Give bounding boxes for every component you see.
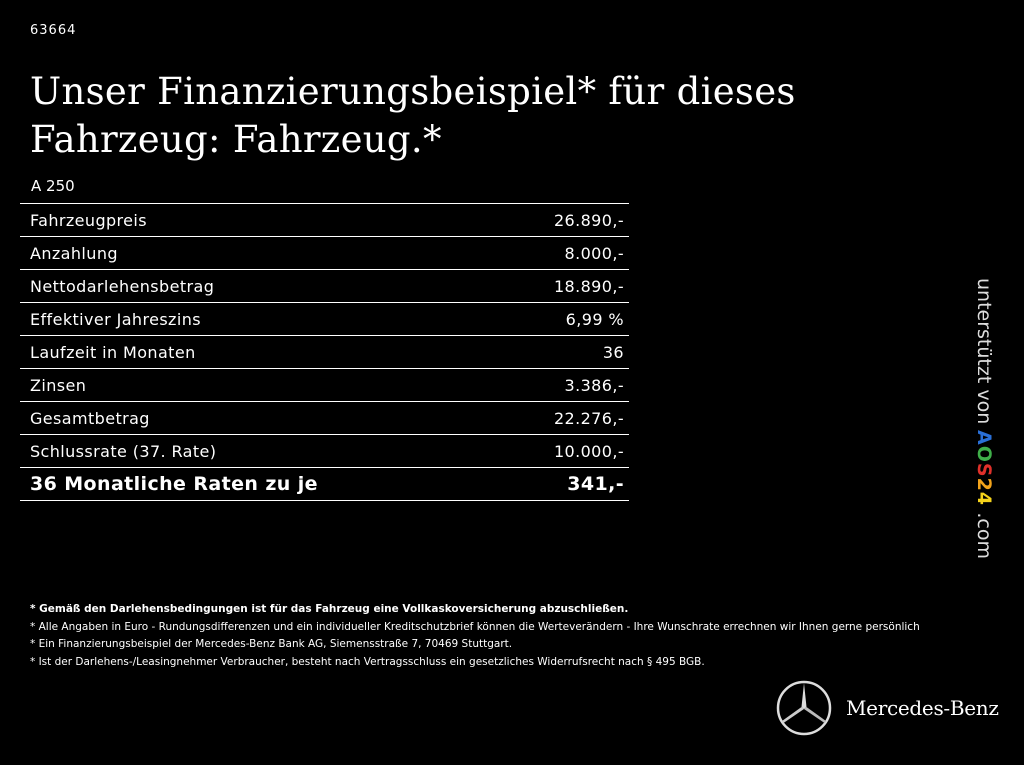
brand-logo: Mercedes-Benz [776, 680, 999, 736]
total-row: 36 Monatliche Raten zu je 341,- [20, 467, 629, 501]
sponsor-suffix: .com [973, 512, 995, 559]
page-title: Unser Finanzierungsbeispiel* für dieses … [30, 70, 796, 161]
financing-table: Fahrzeugpreis 26.890,- Anzahlung 8.000,- Net… [20, 203, 629, 501]
row-value: 8.000,- [495, 236, 629, 270]
mercedes-star-icon [776, 680, 832, 736]
sponsor-prefix: unterstützt von [973, 278, 995, 425]
table-row: Laufzeit in Monaten 36 [20, 335, 629, 369]
listing-id: 63664 [30, 23, 77, 38]
footnote: * Alle Angaben in Euro - Rundungsdiffere… [30, 620, 920, 633]
row-label: Anzahlung [20, 236, 496, 270]
logo-letter: 4 [973, 492, 995, 507]
footnotes: * Gemäß den Darlehensbedingungen ist für… [30, 601, 920, 671]
table-row: Fahrzeugpreis 26.890,- [20, 203, 629, 237]
table-row: Schlussrate (37. Rate) 10.000,- [20, 434, 629, 468]
row-value: 341,- [495, 467, 629, 501]
row-label: Schlussrate (37. Rate) [20, 434, 496, 468]
logo-letter: 2 [973, 477, 995, 493]
logo-letter: A [973, 430, 995, 447]
row-value: 10.000,- [495, 434, 629, 468]
logo-letter: O [973, 446, 995, 464]
logo-letter: S [973, 463, 995, 478]
model-name: A 250 [31, 177, 75, 195]
sponsor-banner: unterstützt von AOS24 .com [973, 278, 995, 559]
row-value: 36 [495, 335, 629, 369]
aos24-logo: AOS24 [973, 430, 995, 506]
row-value: 18.890,- [495, 269, 629, 303]
row-label: Zinsen [20, 368, 496, 402]
footnote: * Ist der Darlehens-/Leasingnehmer Verbr… [30, 655, 705, 668]
table-row: Effektiver Jahreszins 6,99 % [20, 302, 629, 336]
table-row: Zinsen 3.386,- [20, 368, 629, 402]
row-label: Nettodarlehensbetrag [20, 269, 496, 303]
footnote: * Ein Finanzierungsbeispiel der Mercedes… [30, 638, 513, 650]
table-row: Gesamtbetrag 22.276,- [20, 401, 629, 435]
row-label: Gesamtbetrag [20, 401, 496, 435]
table-row: Nettodarlehensbetrag 18.890,- [20, 269, 629, 303]
row-label: Fahrzeugpreis [20, 203, 496, 237]
table-row: Anzahlung 8.000,- [20, 236, 629, 270]
brand-name: Mercedes-Benz [846, 696, 999, 720]
row-label: Laufzeit in Monaten [20, 335, 496, 369]
row-value: 26.890,- [495, 203, 629, 237]
row-value: 6,99 % [495, 302, 629, 336]
row-value: 3.386,- [495, 368, 629, 402]
row-label: 36 Monatliche Raten zu je [20, 467, 496, 501]
row-value: 22.276,- [495, 401, 629, 435]
footnote: * Gemäß den Darlehensbedingungen ist für… [30, 603, 629, 615]
row-label: Effektiver Jahreszins [20, 302, 496, 336]
